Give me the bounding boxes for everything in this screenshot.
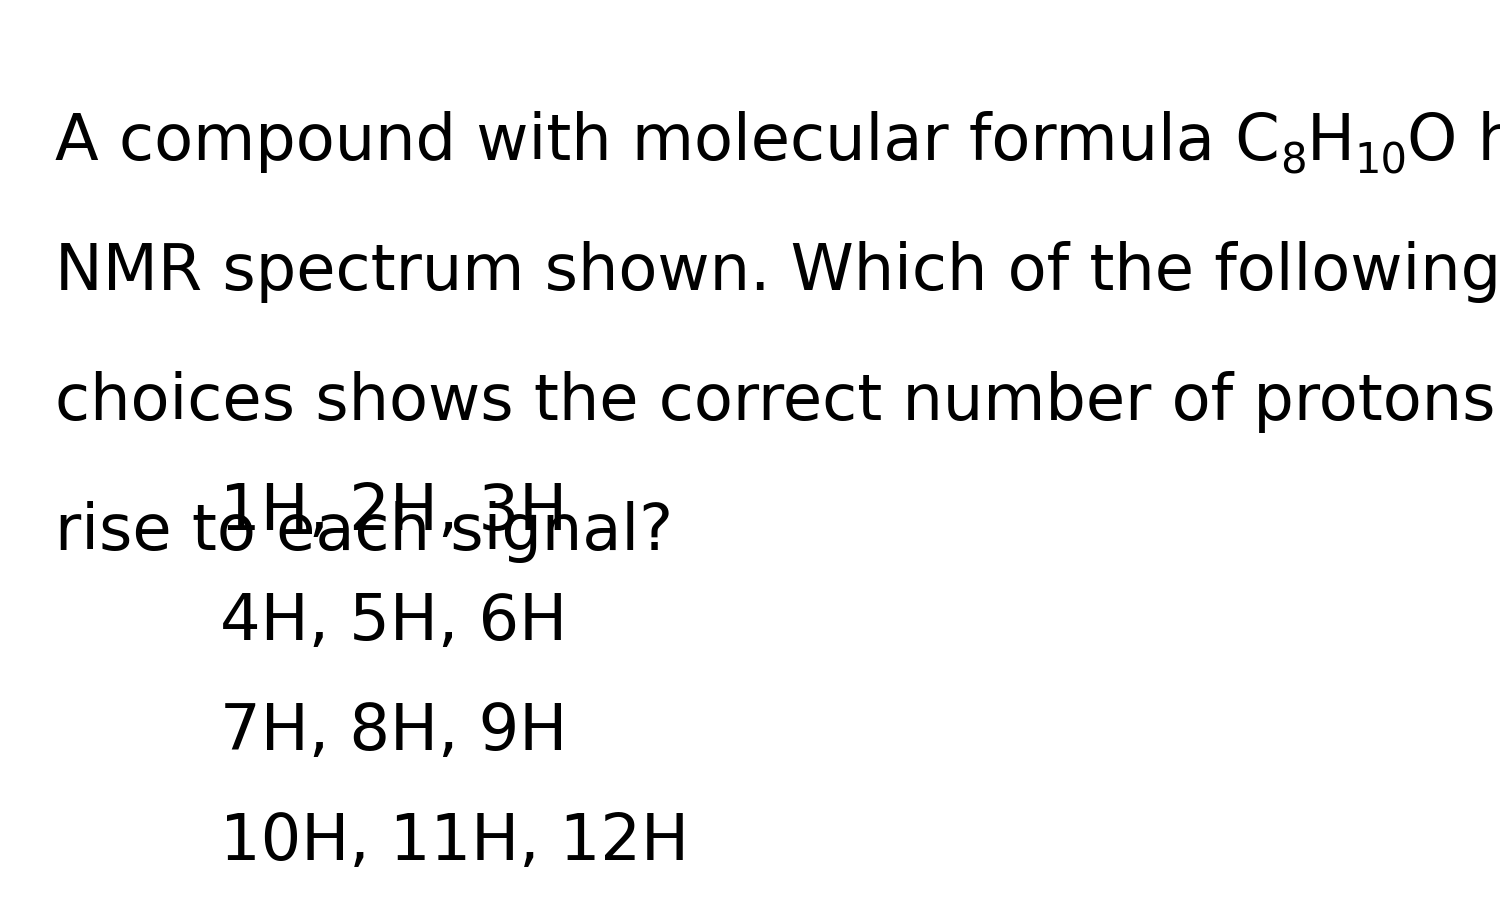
Text: choices shows the correct number of protons giving: choices shows the correct number of prot… [56, 370, 1500, 433]
Text: O has: O has [1407, 111, 1500, 173]
Text: NMR spectrum shown. Which of the following: NMR spectrum shown. Which of the followi… [56, 241, 1500, 302]
Text: 1H, 2H, 3H: 1H, 2H, 3H [220, 481, 567, 542]
Text: 10: 10 [1354, 141, 1407, 183]
Text: A compound with molecular formula C: A compound with molecular formula C [56, 111, 1280, 173]
Text: 4H, 5H, 6H: 4H, 5H, 6H [220, 590, 567, 652]
Text: 8: 8 [1280, 141, 1306, 183]
Text: 7H, 8H, 9H: 7H, 8H, 9H [220, 700, 567, 762]
Text: 10H, 11H, 12H: 10H, 11H, 12H [220, 811, 688, 872]
Text: H: H [1306, 111, 1354, 173]
Text: rise to each signal?: rise to each signal? [56, 501, 674, 562]
